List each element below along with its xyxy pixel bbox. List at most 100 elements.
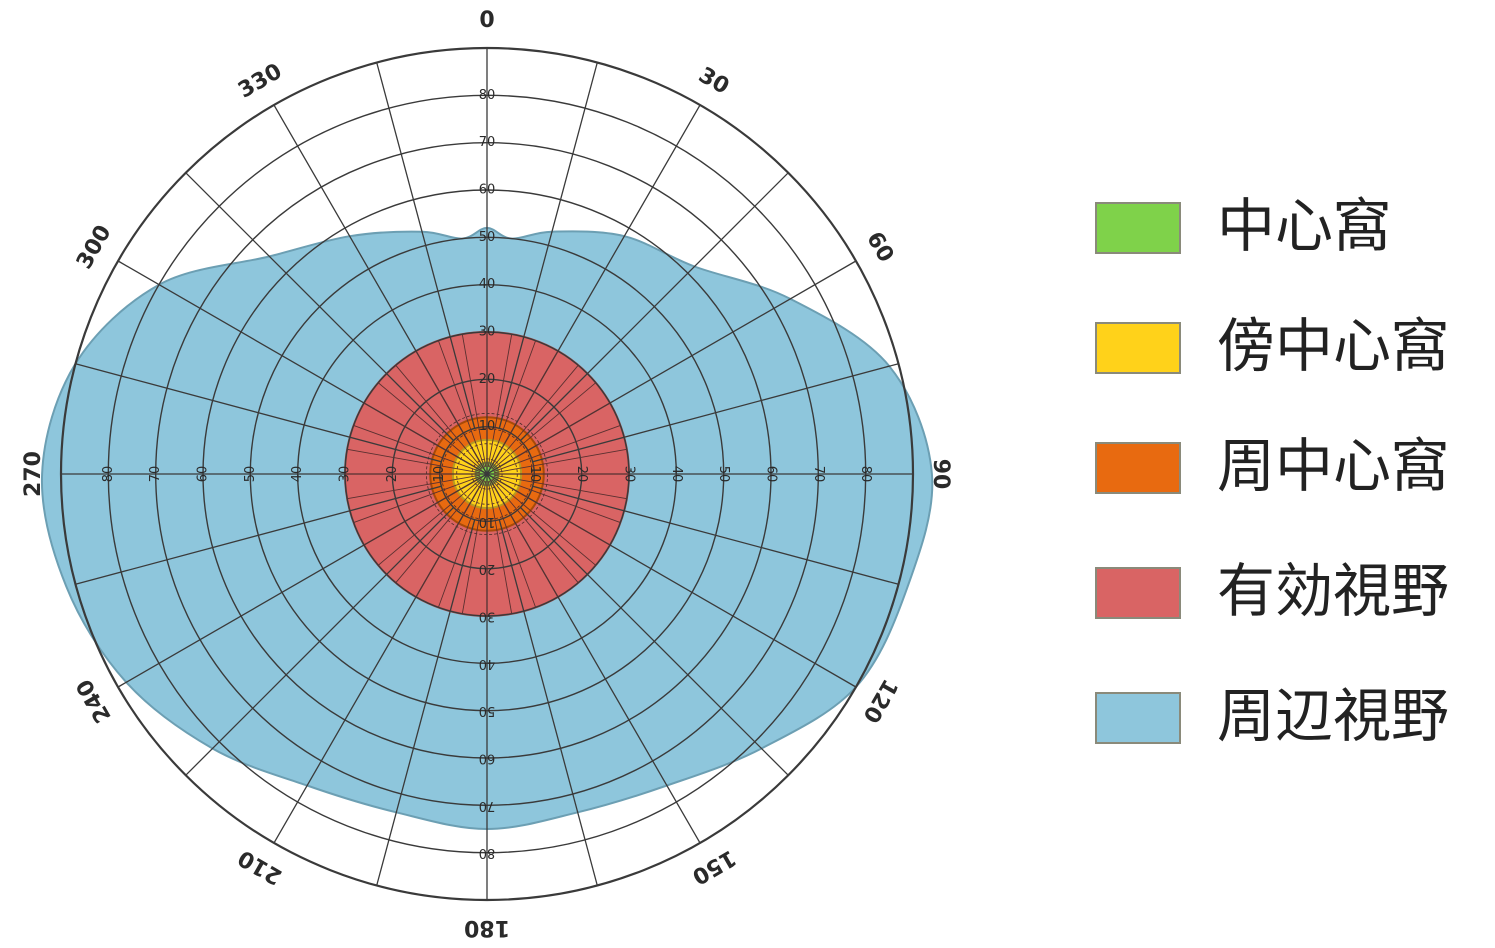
grid-radial-inner-100 bbox=[493, 474, 627, 500]
angle-label-120: 120 bbox=[857, 675, 902, 727]
radius-label-80-0: 80 bbox=[479, 88, 496, 103]
radius-label-50-180: 50 bbox=[479, 703, 496, 718]
grid-radial-inner-170 bbox=[487, 480, 513, 614]
grid-radial-inner-160 bbox=[488, 480, 537, 608]
grid-radial-inner-340 bbox=[437, 340, 486, 468]
grid-radial-inner-80 bbox=[493, 448, 627, 474]
grid-radial-inner-210 bbox=[415, 479, 484, 598]
angle-label-180: 180 bbox=[464, 915, 510, 940]
grid-radial-inner-300 bbox=[363, 402, 482, 471]
grid-radial-inner-250 bbox=[353, 475, 481, 524]
grid-radial-45 bbox=[520, 172, 789, 441]
legend-label-fovea: 中心窩 bbox=[1217, 192, 1392, 260]
angle-label-0: 0 bbox=[479, 8, 494, 33]
grid-radial-inner-280 bbox=[347, 448, 481, 474]
grid-radial-inner-110 bbox=[493, 475, 621, 524]
grid-radial-135 bbox=[520, 507, 789, 776]
grid-radial-195 bbox=[376, 519, 476, 886]
grid-radial-inner-200 bbox=[437, 480, 486, 608]
grid-radial-inner-240 bbox=[363, 477, 482, 546]
grid-layer bbox=[59, 46, 915, 902]
angle-label-270: 270 bbox=[21, 451, 46, 497]
radius-label-70-180: 70 bbox=[479, 798, 496, 813]
radius-label-30-180: 30 bbox=[479, 609, 496, 624]
grid-radial-inner-70 bbox=[493, 424, 621, 473]
grid-radial-inner-120 bbox=[492, 477, 611, 546]
angle-label-240: 240 bbox=[72, 675, 117, 727]
grid-radial-inner-290 bbox=[353, 424, 481, 473]
grid-radial-inner-30 bbox=[490, 350, 559, 469]
radius-label-70-0: 70 bbox=[479, 135, 496, 150]
grid-radial-inner-150 bbox=[490, 479, 559, 598]
radius-label-40-0: 40 bbox=[479, 277, 496, 292]
grid-radial-inner-330 bbox=[415, 350, 484, 469]
radius-label-50-90: 50 bbox=[716, 466, 731, 483]
grid-radial-inner-230 bbox=[377, 478, 482, 566]
radius-label-40-270: 40 bbox=[290, 466, 305, 483]
grid-radial-inner-60 bbox=[492, 402, 611, 471]
radius-label-10-180: 10 bbox=[479, 514, 496, 529]
grid-radial-inner-220 bbox=[395, 479, 483, 584]
grid-radial-315 bbox=[185, 172, 454, 441]
radius-label-30-0: 30 bbox=[479, 325, 496, 340]
radius-label-30-270: 30 bbox=[338, 466, 353, 483]
radius-label-10-0: 10 bbox=[479, 419, 496, 434]
angle-label-210: 210 bbox=[234, 844, 286, 889]
grid-radial-inner-140 bbox=[491, 479, 579, 584]
grid-radial-inner-190 bbox=[461, 480, 487, 614]
angle-label-150: 150 bbox=[688, 844, 740, 889]
angle-label-90: 90 bbox=[928, 459, 953, 490]
grid-radial-inner-10 bbox=[487, 334, 513, 468]
radius-label-20-0: 20 bbox=[479, 372, 496, 387]
grid-radial-345 bbox=[376, 62, 476, 429]
radius-label-70-270: 70 bbox=[148, 466, 163, 483]
legend-item-parafovea: 傍中心窩 bbox=[1095, 310, 1495, 380]
legend-swatch-parafovea bbox=[1095, 322, 1181, 374]
grid-radial-inner-40 bbox=[491, 364, 579, 469]
grid-radial-285 bbox=[75, 363, 442, 463]
grid-radial-inner-260 bbox=[347, 474, 481, 500]
legend-item-fovea: 中心窩 bbox=[1095, 190, 1495, 260]
legend-swatch-peripheral bbox=[1095, 692, 1181, 744]
grid-radial-15 bbox=[498, 62, 598, 429]
radius-label-80-180: 80 bbox=[479, 845, 496, 860]
angle-label-30: 30 bbox=[694, 63, 733, 100]
grid-radial-255 bbox=[75, 485, 442, 585]
radius-label-30-90: 30 bbox=[622, 466, 637, 483]
legend-label-effective: 有効視野 bbox=[1217, 557, 1450, 625]
legend-label-perifovea: 周中心窩 bbox=[1217, 432, 1450, 500]
radius-label-50-270: 50 bbox=[243, 466, 258, 483]
radius-label-40-180: 40 bbox=[479, 656, 496, 671]
legend-label-parafovea: 傍中心窩 bbox=[1217, 312, 1450, 380]
radius-label-60-0: 60 bbox=[479, 183, 496, 198]
legend-item-peripheral: 周辺視野 bbox=[1095, 680, 1495, 750]
radius-label-80-270: 80 bbox=[101, 466, 116, 483]
legend-swatch-effective bbox=[1095, 567, 1181, 619]
grid-radial-inner-320 bbox=[395, 364, 483, 469]
grid-radial-inner-50 bbox=[492, 382, 597, 470]
legend-swatch-perifovea bbox=[1095, 442, 1181, 494]
radius-label-20-90: 20 bbox=[574, 466, 589, 483]
angle-label-300: 300 bbox=[72, 221, 117, 273]
radius-label-60-90: 60 bbox=[764, 466, 779, 483]
angle-label-330: 330 bbox=[234, 59, 286, 104]
radius-label-80-90: 80 bbox=[858, 466, 873, 483]
radius-label-10-270: 10 bbox=[432, 466, 447, 483]
grid-radial-inner-350 bbox=[461, 334, 487, 468]
radius-label-50-0: 50 bbox=[479, 230, 496, 245]
legend-item-effective: 有効視野 bbox=[1095, 555, 1495, 625]
angle-label-60: 60 bbox=[861, 228, 898, 267]
grid-radial-165 bbox=[498, 519, 598, 886]
legend-swatch-fovea bbox=[1095, 202, 1181, 254]
radius-label-70-90: 70 bbox=[811, 466, 826, 483]
grid-radial-225 bbox=[185, 507, 454, 776]
grid-radial-inner-130 bbox=[492, 478, 597, 566]
radius-label-60-180: 60 bbox=[479, 751, 496, 766]
radius-label-60-270: 60 bbox=[196, 466, 211, 483]
grid-radial-105 bbox=[532, 485, 899, 585]
grid-radial-inner-20 bbox=[488, 340, 537, 468]
legend-label-peripheral: 周辺視野 bbox=[1217, 682, 1450, 750]
grid-radial-75 bbox=[532, 363, 899, 463]
